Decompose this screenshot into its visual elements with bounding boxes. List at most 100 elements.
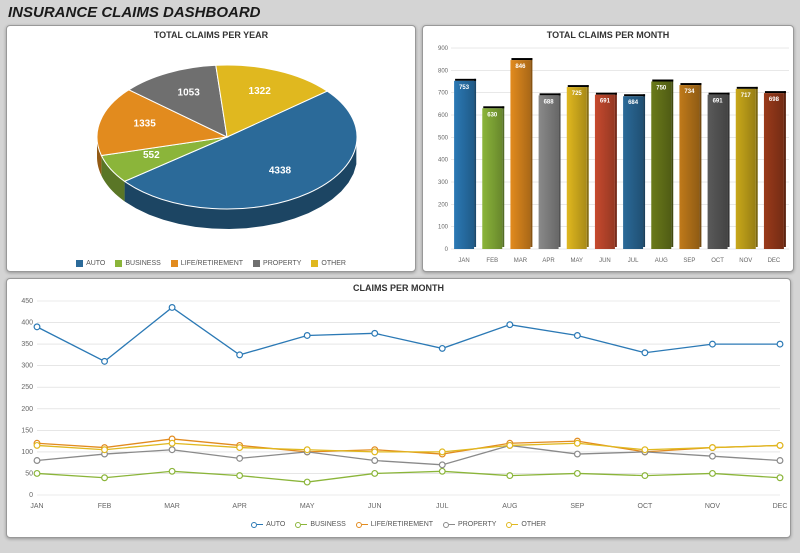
bar-side (643, 94, 645, 247)
line-marker (237, 352, 243, 358)
line-legend-label: LIFE/RETIREMENT (371, 521, 433, 528)
y-axis-label: 400 (21, 320, 33, 327)
line-marker (507, 322, 513, 328)
line-marker (304, 333, 310, 339)
x-axis-label: JAN (458, 258, 469, 264)
bar-chart-panel: TOTAL CLAIMS PER MONTH 01002003004005006… (422, 25, 794, 272)
bar (708, 95, 728, 249)
pie-legend-label: AUTO (86, 260, 105, 267)
line-marker (304, 447, 310, 453)
bar-side (671, 80, 673, 248)
line-marker (34, 324, 40, 330)
y-axis-label: 450 (21, 298, 33, 305)
bar (595, 95, 615, 249)
bar-side (587, 85, 589, 247)
y-axis-label: 50 (25, 470, 33, 477)
pie-legend-label: PROPERTY (263, 260, 301, 267)
bar-top (540, 93, 561, 95)
line-marker (102, 358, 108, 364)
y-axis-label: 600 (438, 113, 449, 119)
line-chart-legend: AUTOBUSINESSLIFE/RETIREMENTPROPERTYOTHER (7, 518, 790, 531)
y-axis-label: 800 (438, 68, 449, 74)
line-marker (372, 458, 378, 464)
bar-top (652, 80, 673, 82)
pie-legend-item: OTHER (311, 260, 346, 267)
bar-top (568, 85, 589, 87)
bar-top (511, 58, 532, 60)
bar-side (615, 93, 617, 247)
y-axis-label: 100 (21, 449, 33, 456)
line-series (37, 307, 780, 361)
pie-legend-item: BUSINESS (115, 260, 160, 267)
dashboard-title: INSURANCE CLAIMS DASHBOARD (0, 0, 800, 25)
bar-value-label: 691 (713, 99, 724, 105)
y-axis-label: 300 (438, 180, 449, 186)
bar-top (455, 79, 476, 81)
line-legend-label: OTHER (521, 521, 546, 528)
line-legend-label: PROPERTY (458, 521, 496, 528)
x-axis-label: DEC (773, 503, 788, 510)
x-axis-label: APR (542, 258, 555, 264)
line-legend-label: BUSINESS (310, 521, 345, 528)
x-axis-label: OCT (711, 258, 724, 264)
bar-side (530, 58, 532, 247)
x-axis-label: SEP (570, 503, 584, 510)
bar-chart-body: 0100200300400500600700800900753JAN630FEB… (423, 42, 793, 272)
bar (679, 85, 699, 249)
y-axis-label: 700 (438, 91, 449, 97)
line-legend-item: LIFE/RETIREMENT (356, 521, 433, 528)
y-axis-label: 400 (438, 158, 449, 164)
line-chart-title: CLAIMS PER MONTH (7, 279, 790, 295)
line-marker (237, 455, 243, 461)
bar-value-label: 698 (769, 97, 780, 103)
y-axis-label: 200 (438, 202, 449, 208)
x-axis-label: AUG (502, 503, 517, 510)
line-marker (777, 458, 783, 464)
pie-chart-title: TOTAL CLAIMS PER YEAR (7, 26, 415, 42)
bar-value-label: 684 (628, 100, 639, 106)
line-chart-panel: CLAIMS PER MONTH 05010015020025030035040… (6, 278, 791, 538)
line-marker (575, 333, 581, 339)
line-marker (642, 350, 648, 356)
pie-chart-panel: TOTAL CLAIMS PER YEAR 433855213351053132… (6, 25, 416, 272)
pie-slice-label: 1053 (178, 87, 201, 98)
line-marker (34, 443, 40, 449)
line-series (37, 471, 780, 482)
line-marker (507, 473, 513, 479)
bar-value-label: 630 (487, 112, 498, 118)
x-axis-label: NOV (739, 258, 752, 264)
bar (454, 81, 474, 249)
y-axis-label: 0 (445, 247, 449, 253)
x-axis-label: FEB (98, 503, 112, 510)
bar-top (737, 87, 758, 89)
bar-side (756, 87, 758, 247)
y-axis-label: 900 (438, 46, 449, 52)
line-marker (372, 330, 378, 336)
bar-side (559, 93, 561, 247)
bar-value-label: 691 (600, 99, 611, 105)
line-marker (237, 473, 243, 479)
y-axis-label: 500 (438, 135, 449, 141)
bar (482, 108, 502, 249)
line-marker (710, 471, 716, 477)
x-axis-label: JUL (436, 503, 449, 510)
line-marker (102, 447, 108, 453)
line-marker (710, 453, 716, 459)
pie-slice-label: 1322 (249, 86, 272, 97)
line-marker (710, 445, 716, 451)
bar-top (483, 106, 504, 108)
pie-chart-body: 4338552133510531322 (7, 42, 415, 257)
bar (567, 87, 587, 249)
x-axis-label: JUL (628, 258, 639, 264)
bar-top (680, 83, 701, 85)
x-axis-label: NOV (705, 503, 721, 510)
bar-value-label: 846 (515, 64, 526, 70)
bar (736, 89, 756, 249)
x-axis-label: SEP (683, 258, 695, 264)
bar-top (624, 94, 645, 96)
line-marker (710, 341, 716, 347)
line-marker (169, 468, 175, 474)
line-marker (777, 443, 783, 449)
line-marker (642, 447, 648, 453)
line-legend-item: OTHER (506, 521, 546, 528)
